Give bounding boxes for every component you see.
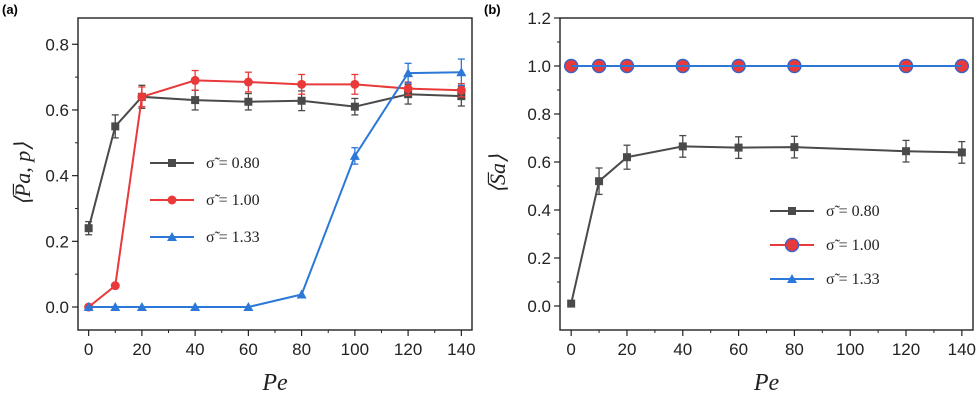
square-marker <box>168 159 176 167</box>
x-tick-label: 40 <box>186 340 205 359</box>
square-marker <box>244 97 253 106</box>
square-marker <box>595 177 604 186</box>
y-tick-label: 0.0 <box>45 298 69 317</box>
series-line <box>88 71 462 309</box>
legend-label: σ̃ = 1.33 <box>206 229 260 246</box>
x-tick-label: 140 <box>948 340 976 359</box>
triangle-marker <box>167 232 177 241</box>
series-line <box>570 145 962 304</box>
y-tick-label: 0.4 <box>527 201 551 220</box>
y-tick-label: 1.0 <box>527 57 551 76</box>
circle-marker <box>456 85 466 95</box>
y-tick-label: 0.8 <box>527 105 551 124</box>
panel-label: (a) <box>2 2 18 17</box>
legend: σ̃ = 0.80 σ̃ = 1.00 σ̃ = 1.33 <box>150 155 260 246</box>
y-tick-label: 0.8 <box>45 35 69 54</box>
square-marker <box>957 148 966 157</box>
panel-label: (b) <box>484 2 501 17</box>
y-tick-label: 0.6 <box>45 101 69 120</box>
x-tick-label: 20 <box>618 340 637 359</box>
series-line <box>87 93 462 229</box>
y-tick-label: 0.0 <box>527 297 551 316</box>
legend-label: σ̃ = 1.00 <box>206 192 260 209</box>
series-circle <box>84 69 466 312</box>
square-marker <box>790 143 799 152</box>
legend-label: σ̃ = 0.80 <box>206 155 260 172</box>
triangle-marker <box>296 289 307 299</box>
series-triangle <box>83 58 467 312</box>
x-tick-label: 0 <box>84 340 93 359</box>
x-tick-label: 60 <box>239 340 258 359</box>
x-tick-label: 80 <box>785 340 804 359</box>
x-tick-label: 100 <box>341 340 369 359</box>
y-tick-label: 0.2 <box>45 232 69 251</box>
x-tick-label: 120 <box>394 340 422 359</box>
x-axis-label: Pe <box>261 370 288 396</box>
x-tick-label: 60 <box>729 340 748 359</box>
triangle-marker <box>349 150 360 160</box>
square-marker <box>84 224 93 233</box>
x-axis-label: Pe <box>753 370 780 396</box>
circle-marker <box>350 79 360 89</box>
x-tick-label: 20 <box>132 340 151 359</box>
y-tick-label: 0.4 <box>45 167 69 186</box>
panel-b: 0 20 40 60 80 100 120 140 0.0 0.2 0.4 0.6 0.8 1.0 1.2 P… <box>484 2 976 396</box>
y-tick-label: 0.6 <box>527 153 551 172</box>
circle-marker <box>110 281 120 291</box>
x-tick-label: 140 <box>447 340 475 359</box>
legend: σ̃ = 0.80 σ̃ = 1.00 σ̃ = 1.33 <box>770 203 880 288</box>
circle-marker <box>784 237 800 253</box>
y-tick-label: 0.2 <box>527 249 551 268</box>
circle-marker <box>137 92 147 102</box>
square-marker <box>111 122 120 131</box>
square-marker <box>788 207 796 215</box>
y-axis-label: ⟨S̅a⟩ <box>485 154 510 194</box>
square-marker <box>567 299 576 308</box>
square-marker <box>191 96 200 105</box>
triangle-marker <box>110 302 121 312</box>
x-tick-label: 80 <box>292 340 311 359</box>
x-tick-label: 120 <box>892 340 920 359</box>
plot-frame <box>77 17 473 331</box>
triangle-marker <box>456 67 467 77</box>
series-square <box>567 134 966 308</box>
legend-label: σ̃ = 0.80 <box>826 203 880 220</box>
circle-marker <box>403 84 413 94</box>
square-marker <box>350 102 359 111</box>
circle-marker <box>190 75 200 85</box>
triangle-marker <box>243 302 254 312</box>
square-marker <box>902 147 911 156</box>
triangle-marker <box>787 274 797 283</box>
x-tick-label: 0 <box>566 340 575 359</box>
legend-label: σ̃ = 1.00 <box>826 237 880 254</box>
legend-label: σ̃ = 1.33 <box>826 271 880 288</box>
circle-marker <box>243 77 253 87</box>
triangle-marker <box>136 302 147 312</box>
triangle-marker <box>190 302 201 312</box>
circle-marker <box>167 195 177 205</box>
square-marker <box>297 96 306 105</box>
panel-a: 0 20 40 60 80 100 120 140 0.0 0.2 0.4 0.6 0.8 Pe ⟨P̅a,… <box>2 2 476 396</box>
triangle-marker <box>83 302 94 312</box>
x-tick-label: 100 <box>836 340 864 359</box>
y-axis-label: ⟨P̅a, p⟩ <box>10 142 35 206</box>
y-tick-label: 1.2 <box>527 9 551 28</box>
circle-marker <box>297 79 307 89</box>
square-marker <box>622 153 631 162</box>
series-line <box>88 79 462 308</box>
x-tick-label: 40 <box>673 340 692 359</box>
square-marker <box>678 142 687 151</box>
square-marker <box>734 143 743 152</box>
triangle-marker <box>403 68 414 78</box>
